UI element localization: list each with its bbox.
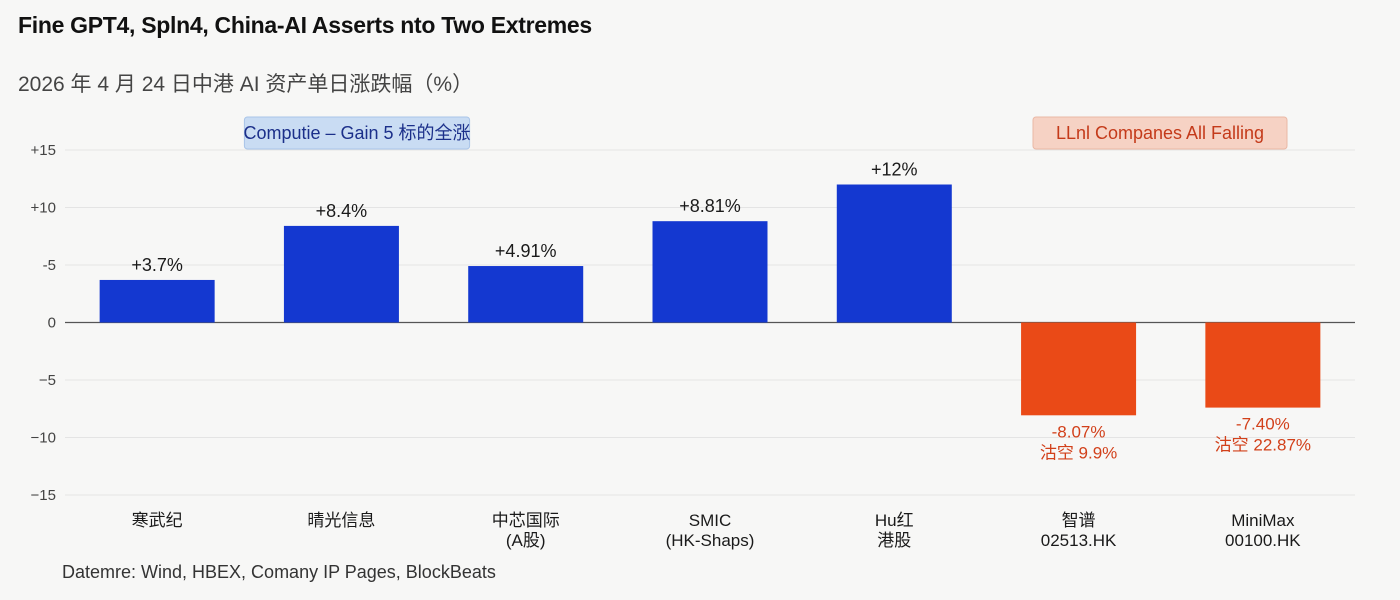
y-tick-label: −10 xyxy=(31,430,56,447)
x-tick-label: 寒武纪 xyxy=(132,511,183,530)
x-tick-label: (HK-Shaps) xyxy=(666,531,755,550)
x-tick-label: MiniMax xyxy=(1231,511,1295,530)
y-tick-label: -5 xyxy=(43,257,56,274)
data-label: 沽空 22.87% xyxy=(1215,436,1311,455)
data-source-note: Datemre: Wind, HBEX, Comany IP Pages, Bl… xyxy=(62,562,496,582)
annotation-text: LLnl Companes All Falling xyxy=(1056,123,1264,143)
x-tick-label: 00100.HK xyxy=(1225,531,1301,550)
y-tick-label: +15 xyxy=(31,142,56,159)
data-label: +3.7% xyxy=(131,255,183,275)
chart-subtitle: 2026 年 4 月 24 日中港 AI 资产单日涨跌幅（%） xyxy=(18,73,474,96)
x-tick-label: Hu红 xyxy=(875,511,914,530)
data-label: -7.40% xyxy=(1236,415,1290,434)
bar xyxy=(1021,322,1137,416)
annotation-blue: Computie – Gain 5 标的全涨 xyxy=(243,116,471,150)
x-tick-label: 中芯国际 xyxy=(492,511,560,530)
annotation-box xyxy=(243,116,471,150)
y-tick-label: −15 xyxy=(31,487,56,504)
bar xyxy=(99,279,215,323)
data-label: 沽空 9.9% xyxy=(1040,443,1117,462)
bar xyxy=(836,184,952,323)
x-tick-label: (A股) xyxy=(506,531,546,550)
data-label: -8.07% xyxy=(1052,422,1106,441)
data-label: +8.4% xyxy=(316,201,368,221)
x-tick-label: 港股 xyxy=(877,531,911,550)
bar xyxy=(1205,322,1321,408)
bar xyxy=(283,225,399,323)
x-tick-label: 晴光信息 xyxy=(307,511,375,530)
y-tick-label: −5 xyxy=(39,372,56,389)
bar xyxy=(468,266,584,323)
data-label: +8.81% xyxy=(679,196,741,216)
annotation-text: Computie – Gain 5 标的全涨 xyxy=(243,123,470,143)
x-tick-label: SMIC xyxy=(689,511,732,530)
bar xyxy=(652,221,768,323)
data-label: +12% xyxy=(871,160,918,180)
annotation-box xyxy=(1032,116,1288,150)
annotation-red: LLnl Companes All Falling xyxy=(1032,116,1288,150)
x-tick-label: 智谱 xyxy=(1062,511,1096,530)
chart-title: Fine GPT4, Spln4, China-AI Asserts nto T… xyxy=(18,12,592,38)
data-label: +4.91% xyxy=(495,241,557,261)
x-tick-label: 02513.HK xyxy=(1041,531,1117,550)
y-tick-label: 0 xyxy=(48,315,56,332)
y-tick-label: +10 xyxy=(31,200,56,217)
